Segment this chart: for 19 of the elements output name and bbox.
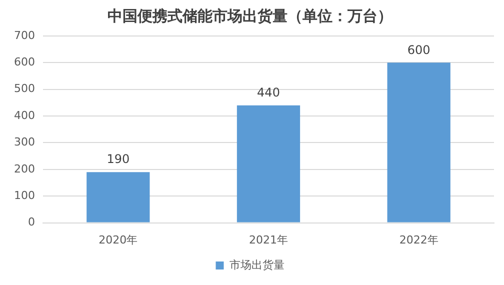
- legend-label: 市场出货量: [229, 258, 284, 272]
- y-tick-label: 0: [28, 216, 35, 229]
- y-tick-label: 400: [14, 108, 35, 122]
- y-tick-label: 200: [14, 162, 35, 176]
- y-tick-label: 600: [14, 56, 35, 69]
- data-label: 440: [257, 86, 280, 100]
- bar: [86, 172, 150, 222]
- bar: [387, 62, 450, 222]
- data-label: 600: [407, 42, 430, 57]
- x-tick-label: 2022年: [399, 233, 438, 246]
- y-tick-label: 700: [14, 28, 35, 42]
- chart-title: 中国便携式储能市场出货量（单位：万台）: [108, 6, 392, 25]
- y-tick-label: 100: [14, 188, 35, 202]
- data-label: 190: [106, 152, 130, 166]
- x-tick-label: 2021年: [249, 233, 288, 246]
- x-tick-label: 2020年: [98, 233, 138, 246]
- y-tick-label: 300: [14, 136, 35, 149]
- bar: [236, 105, 300, 222]
- y-tick-label: 500: [14, 82, 35, 96]
